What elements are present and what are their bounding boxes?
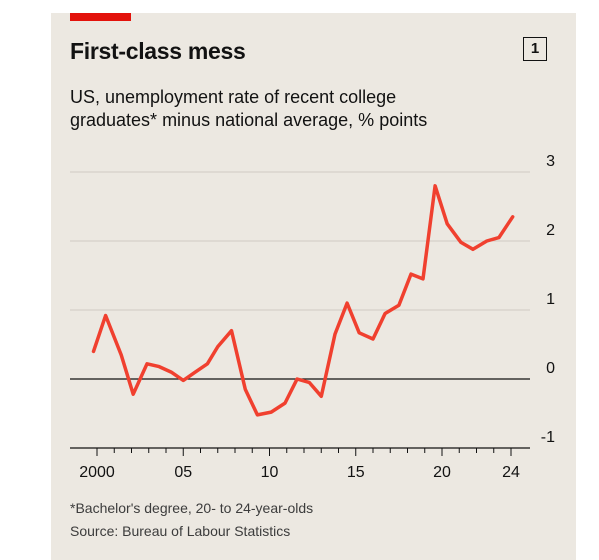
subtitle-line-2: graduates* minus national average, % poi… [70, 110, 428, 130]
subtitle-line-1: US, unemployment rate of recent college [70, 87, 397, 107]
brand-tag [70, 13, 131, 21]
y-tick-label: 1 [546, 291, 555, 308]
x-tick-label: 2000 [79, 464, 115, 481]
y-tick-label: -1 [541, 429, 555, 446]
chart-panel [51, 13, 576, 560]
x-tick-label: 15 [347, 464, 365, 481]
chart-number-badge: 1 [523, 37, 547, 61]
y-tick-label: 0 [546, 360, 555, 377]
x-tick-label: 05 [174, 464, 192, 481]
x-tick-label: 20 [433, 464, 451, 481]
y-tick-label: 3 [546, 153, 555, 170]
series-line [91, 184, 515, 417]
chart-footnote: *Bachelor's degree, 20- to 24-year-olds [70, 500, 314, 516]
chart-subtitle: US, unemployment rate of recent college … [70, 86, 540, 132]
x-tick-label: 24 [502, 464, 520, 481]
y-tick-label: 2 [546, 222, 555, 239]
chart-source: Source: Bureau of Labour Statistics [70, 523, 291, 539]
chart-title: First-class mess [70, 38, 246, 64]
x-tick-label: 10 [261, 464, 279, 481]
